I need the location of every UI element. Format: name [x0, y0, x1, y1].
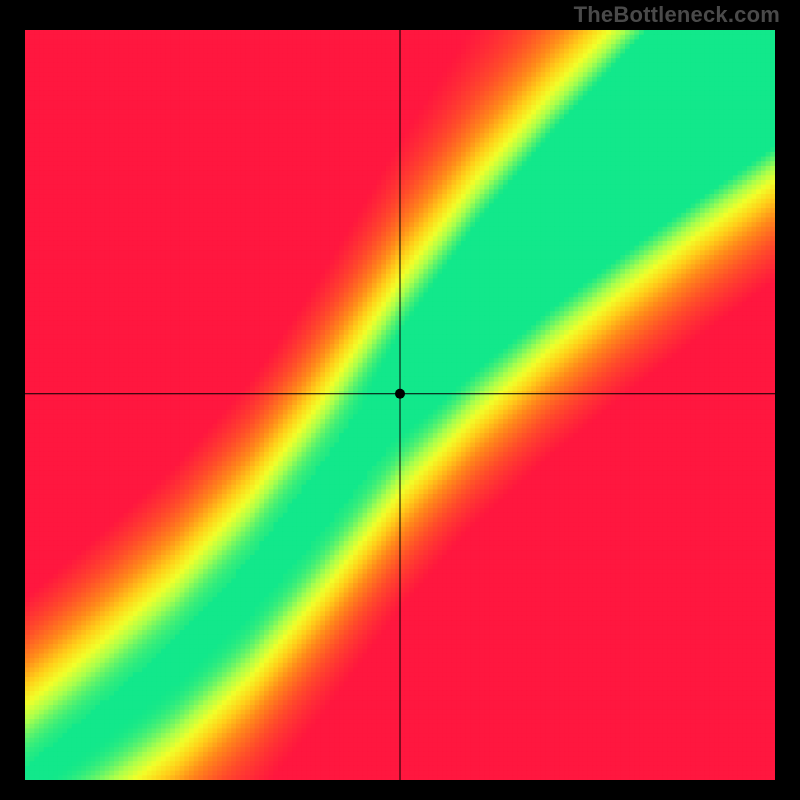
- heatmap-plot: [25, 30, 775, 780]
- watermark-text: TheBottleneck.com: [574, 2, 780, 28]
- outer-frame: TheBottleneck.com: [0, 0, 800, 800]
- heatmap-canvas: [25, 30, 775, 780]
